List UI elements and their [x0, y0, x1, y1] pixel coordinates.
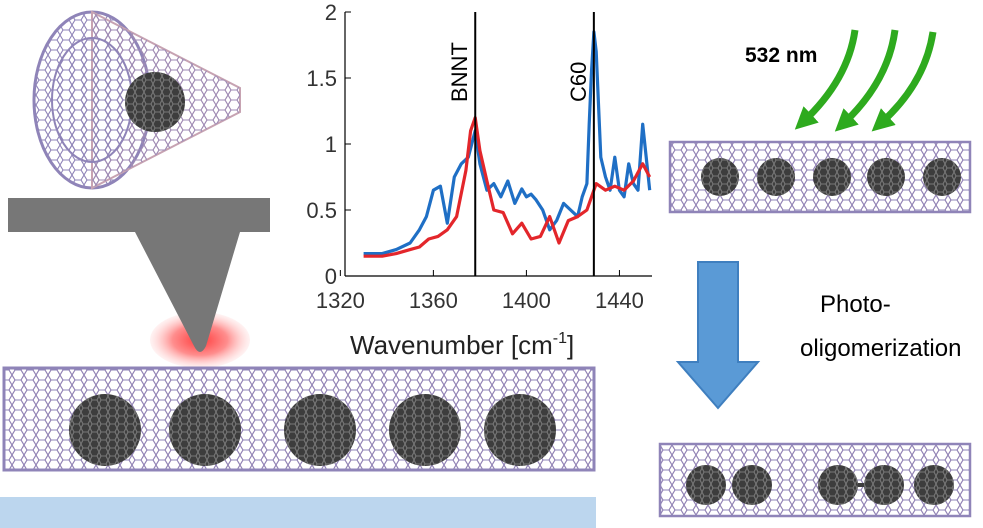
process-label-line2: oligomerization	[800, 335, 961, 362]
laser-arrow-icon	[794, 29, 859, 130]
y-tick-label: 1	[325, 132, 337, 157]
marker-lines: BNNT C60	[447, 12, 595, 276]
y-tick-label: 0	[325, 264, 337, 289]
marker-label: BNNT	[447, 42, 472, 102]
nanotube-after-illustration	[658, 442, 972, 518]
x-tick-label: 1360	[409, 288, 458, 313]
y-ticks: 0 0.5 1 1.5 2	[306, 0, 351, 289]
large-nanotube-illustration	[2, 366, 596, 472]
x-tick-label: 1320	[316, 288, 365, 313]
afm-tip-illustration	[8, 198, 270, 368]
laser-arrow-icon	[834, 29, 899, 132]
process-arrow-icon	[675, 261, 761, 410]
y-tick-label: 1.5	[306, 66, 337, 91]
y-tick-label: 2	[325, 0, 337, 25]
y-tick-label: 0.5	[306, 198, 337, 223]
x-axis-label: Wavenumber [cm-1]	[350, 330, 574, 360]
x-tick-label: 1440	[595, 288, 644, 313]
substrate	[0, 497, 596, 528]
nanotube-before-illustration	[668, 140, 972, 214]
x-tick-label: 1400	[502, 288, 551, 313]
series-line-2	[363, 115, 652, 258]
series-line-1	[363, 30, 652, 256]
process-label-line1: Photo-	[820, 291, 891, 318]
marker-label: C60	[566, 62, 591, 102]
x-ticks: 1320 1360 1400 1440	[316, 270, 644, 313]
laser-arrows	[794, 29, 937, 132]
laser-arrow-icon	[871, 31, 937, 132]
afm-cantilever	[8, 198, 270, 232]
wavelength-label: 532 nm	[745, 44, 817, 67]
nanotube-cone-illustration	[32, 10, 241, 190]
series-layer	[363, 30, 652, 258]
afm-tip	[135, 232, 240, 352]
